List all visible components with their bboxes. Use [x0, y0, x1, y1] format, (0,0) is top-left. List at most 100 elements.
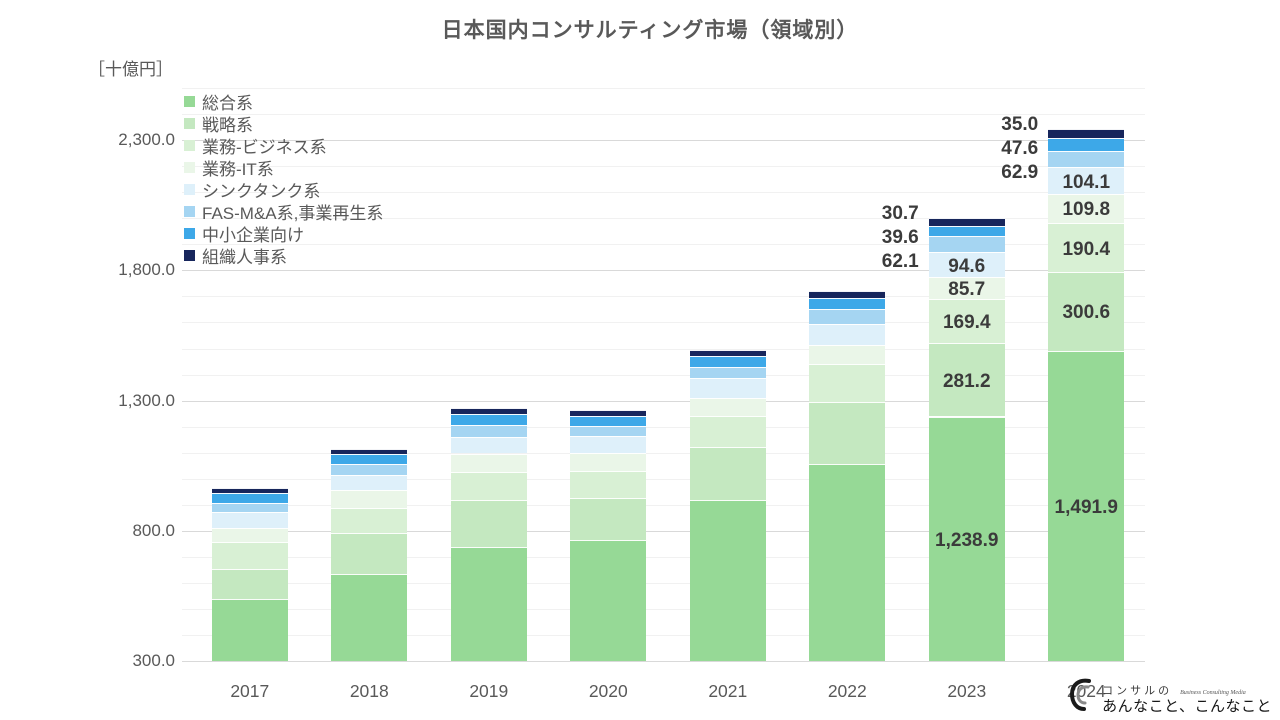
paperclip-icon — [1070, 678, 1092, 711]
logo-tagline: Business Consulting Media — [1180, 689, 1246, 696]
logo-brand-top: コンサルの — [1102, 685, 1173, 698]
legend-label: 業務-ビジネス系 — [202, 137, 327, 157]
site-logo-text: コンサルの Business Consulting Media あんなこと、こん… — [1102, 685, 1272, 715]
gridline — [182, 114, 1145, 115]
x-axis-label: 2019 — [469, 681, 509, 701]
bar-segment-組織人事系 — [928, 217, 1005, 226]
x-axis-label: 2023 — [947, 681, 987, 701]
bar-segment-中小企業向け — [331, 453, 408, 464]
bar-segment-FAS-M&A系,事業再生系 — [928, 236, 1005, 253]
legend-swatch — [184, 95, 195, 107]
bar-segment-組織人事系 — [450, 408, 527, 415]
x-axis-label: 2017 — [230, 681, 270, 701]
bar-segment-中小企業向け — [809, 297, 886, 310]
legend-item: シンクタンク系 — [184, 178, 383, 201]
gridline — [182, 348, 1145, 350]
bar-segment-業務-ビジネス系 — [928, 299, 1005, 344]
bar-segment-総合系 — [331, 574, 408, 661]
gridline — [182, 582, 1145, 584]
bar-segment-業務-ビジネス系 — [689, 415, 766, 448]
legend-item: 業務-IT系 — [184, 156, 383, 179]
bar-segment-シンクタンク系 — [211, 511, 288, 528]
x-axis-label: 2022 — [827, 681, 867, 701]
bar-segment-FAS-M&A系,事業再生系 — [331, 463, 408, 475]
bar-segment-シンクタンク系 — [1048, 167, 1125, 195]
bar-segment-総合系 — [689, 499, 766, 661]
bar-segment-組織人事系 — [689, 349, 766, 356]
bar-segment-組織人事系 — [211, 488, 288, 493]
legend-label: シンクタンク系 — [202, 181, 321, 201]
legend-swatch — [184, 117, 195, 129]
bar-segment-FAS-M&A系,事業再生系 — [211, 502, 288, 512]
legend-swatch — [184, 139, 195, 151]
gridline — [182, 608, 1145, 610]
legend-item: FAS-M&A系,事業再生系 — [184, 200, 384, 223]
bar-segment-戦略系 — [1048, 272, 1125, 351]
bar-segment-業務-ビジネス系 — [809, 364, 886, 402]
bar-segment-戦略系 — [570, 497, 647, 540]
legend-swatch — [184, 205, 195, 217]
gridline — [182, 530, 1145, 532]
legend-label: FAS-M&A系,事業再生系 — [202, 203, 384, 223]
bar-segment-組織人事系 — [1048, 129, 1125, 139]
legend-swatch — [184, 161, 195, 173]
gridline — [182, 270, 1145, 272]
bar-segment-業務-ビジネス系 — [211, 541, 288, 570]
legend-label: 組織人事系 — [202, 247, 287, 267]
data-label: 1,491.9 — [1054, 496, 1118, 518]
bar-segment-業務-IT系 — [570, 452, 647, 472]
bar-segment-シンクタンク系 — [450, 436, 527, 454]
gridline — [182, 244, 1145, 246]
bar-segment-シンクタンク系 — [570, 436, 647, 453]
bar-segment-中小企業向け — [570, 415, 647, 427]
bar-segment-戦略系 — [331, 532, 408, 575]
data-label: 190.4 — [1062, 238, 1111, 260]
site-logo: コンサルの Business Consulting Media あんなこと、こん… — [1067, 675, 1272, 715]
legend-label: 戦略系 — [202, 115, 253, 135]
y-axis-tick-label: 2,300.0 — [118, 130, 175, 150]
data-label: 30.7 — [881, 202, 919, 224]
gridline — [182, 166, 1145, 168]
data-label: 85.7 — [948, 278, 986, 300]
legend-swatch — [184, 249, 195, 261]
data-label: 47.6 — [1001, 138, 1039, 160]
data-label: 300.6 — [1062, 302, 1111, 324]
bar-segment-組織人事系 — [331, 449, 408, 454]
y-axis-tick-label: 1,300.0 — [118, 390, 175, 410]
legend-item: 業務-ビジネス系 — [184, 134, 383, 157]
gridline — [182, 192, 1145, 194]
data-label: 1,238.9 — [935, 529, 999, 551]
bar-segment-戦略系 — [450, 499, 527, 547]
bar-segment-総合系 — [570, 539, 647, 661]
bar-segment-業務-IT系 — [450, 453, 527, 473]
legend-item: 総合系 — [184, 90, 383, 113]
bar-segment-総合系 — [211, 599, 288, 661]
gridline — [182, 478, 1145, 480]
bar-segment-業務-IT系 — [928, 276, 1005, 300]
bar-segment-シンクタンク系 — [331, 474, 408, 491]
bar-segment-FAS-M&A系,事業再生系 — [1048, 150, 1125, 167]
bar-segment-業務-ビジネス系 — [331, 507, 408, 533]
data-label: 62.9 — [1001, 162, 1039, 184]
legend-label: 業務-IT系 — [202, 159, 274, 179]
gridline — [182, 322, 1145, 324]
bar-segment-シンクタンク系 — [928, 252, 1005, 277]
bar-segment-戦略系 — [689, 447, 766, 500]
gridline — [182, 296, 1145, 298]
bar-segment-中小企業向け — [928, 225, 1005, 236]
data-label: 104.1 — [1062, 171, 1111, 193]
data-label: 281.2 — [942, 370, 991, 392]
logo-brand-bottom: あんなこと、こんなこと — [1102, 697, 1272, 715]
x-axis-label: 2021 — [708, 681, 748, 701]
y-axis-unit-label: ［十億円］ — [88, 60, 173, 79]
bar-segment-中小企業向け — [211, 492, 288, 503]
bar-segment-中小企業向け — [1048, 138, 1125, 151]
bar-segment-業務-IT系 — [211, 527, 288, 542]
bar-segment-FAS-M&A系,事業再生系 — [570, 426, 647, 437]
bar-segment-FAS-M&A系,事業再生系 — [809, 309, 886, 324]
legend-swatch — [184, 183, 195, 195]
bar-segment-業務-ビジネス系 — [450, 472, 527, 500]
bar-segment-業務-ビジネス系 — [1048, 222, 1125, 273]
gridline — [182, 140, 1145, 142]
